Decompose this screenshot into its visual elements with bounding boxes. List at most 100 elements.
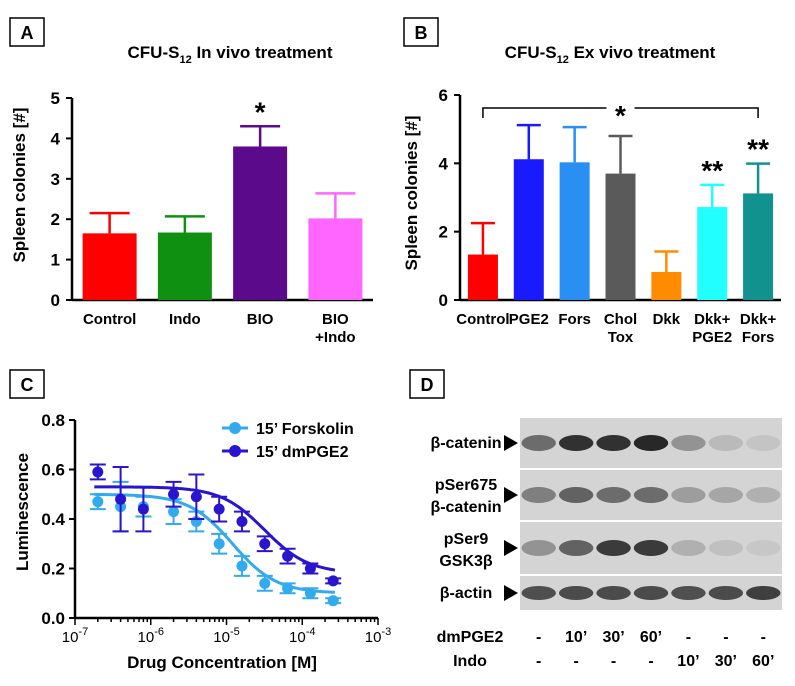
blot-band — [558, 586, 594, 600]
panel-a-y-tick-label: 1 — [51, 251, 60, 270]
blot-band — [521, 435, 556, 451]
blot-arrow — [504, 487, 518, 503]
panel-c-y-tick-label: 0.2 — [41, 560, 65, 579]
panel-b-x-tick-label: Dkk+ Fors — [740, 311, 777, 346]
blot-band — [558, 435, 594, 451]
blot-band — [596, 540, 631, 556]
panel-a-bar — [233, 146, 288, 300]
blot-treatment-label: Indo — [453, 653, 487, 670]
panel-c-point — [137, 503, 149, 515]
blot-band — [708, 586, 744, 600]
blot-band — [633, 586, 669, 600]
panel-b-x-tick-label: Control — [456, 311, 509, 328]
panel-b-bracket-significance: * — [615, 100, 626, 131]
panel-a-x-tick-label: BIO +Indo — [315, 311, 355, 346]
panel-c-point — [304, 563, 316, 574]
blot-lane-value: 10’ — [677, 653, 699, 670]
panel-a-y-tick-label: 3 — [51, 170, 60, 189]
blot-band — [708, 435, 744, 451]
panel-c-point — [327, 575, 339, 587]
panel-a-bar — [157, 232, 212, 300]
panel-a-plot: 0 1 2 3 4 5 Control Indo BIO * BIO +Indo — [51, 89, 373, 346]
blot-arrow — [504, 585, 518, 601]
panel-c-letter: C — [21, 375, 34, 395]
panel-b-y-tick-label: 6 — [439, 86, 448, 105]
panel-b-bracket — [482, 107, 759, 118]
panel-b-title: CFU-S12 Ex vivo treatment — [505, 43, 716, 66]
panel-a-x-tick-label: Control — [83, 311, 136, 328]
blot-lane-value: 60’ — [640, 629, 662, 646]
panel-b-significance: ** — [747, 134, 769, 165]
blot-lane-value: - — [648, 653, 653, 670]
blot-row-label: pSer675 β-catenin — [430, 477, 501, 516]
blot-arrow — [504, 540, 518, 556]
panel-b-y-tick-label: 4 — [439, 154, 449, 173]
panel-c-point — [236, 515, 248, 527]
panel-b-letter: B — [415, 23, 428, 43]
blot-band — [708, 487, 744, 503]
panel-c-point — [115, 493, 127, 505]
panel-d: D β-catenin pSer675 β-catenin pSer9 GSK3β β-a… — [409, 369, 782, 670]
blot-lane-value: - — [611, 653, 616, 670]
panel-c-point — [92, 466, 104, 478]
blot-lane-value: 30’ — [715, 653, 737, 670]
blot-row-label: β-actin — [440, 585, 492, 602]
panel-c-point — [327, 595, 339, 607]
blot-band — [746, 540, 781, 556]
panel-c: C Luminescence Drug Concentration [M] 0.… — [9, 369, 391, 672]
blot-treatment-label: dmPGE2 — [437, 629, 504, 646]
panel-b-x-tick-label: Fors — [558, 311, 591, 328]
panel-c-point — [168, 488, 180, 500]
panel-c-ylabel: Luminescence — [13, 453, 32, 571]
panel-a-significance: * — [255, 96, 266, 127]
panel-b-bar — [605, 173, 636, 300]
panel-c-y-tick-label: 0.0 — [41, 609, 65, 628]
panel-c-point — [282, 582, 294, 594]
blot-lane-value: - — [686, 629, 691, 646]
panel-c-legend-label: 15’ dmPGE2 — [256, 444, 349, 461]
blot-band — [596, 586, 631, 600]
blot-band — [746, 586, 781, 600]
panel-c-point — [304, 587, 316, 599]
panel-c-x-tick-label: 10-7 — [62, 626, 88, 646]
blot-lane-value: - — [723, 629, 728, 646]
panel-d-label-box — [409, 369, 445, 399]
panel-c-point — [282, 550, 294, 562]
panel-a-y-tick-label: 0 — [51, 291, 60, 310]
blot-band — [558, 540, 594, 556]
blot-lane-value: 30’ — [602, 629, 624, 646]
panel-a-y-tick-label: 5 — [51, 89, 60, 108]
blot-lane-value: - — [573, 653, 578, 670]
panel-b-x-tick-label: Chol Tox — [604, 311, 637, 346]
panel-b-bar — [697, 207, 728, 300]
panel-c-point — [213, 503, 225, 515]
blot-lane-value: - — [536, 653, 541, 670]
panel-c-legend-marker — [229, 422, 241, 434]
panel-c-legend-marker — [229, 445, 241, 457]
panel-b-x-tick-label: PGE2 — [509, 311, 549, 328]
blot-band — [708, 540, 744, 556]
blot-band — [671, 586, 706, 600]
panel-c-x-tick-label: 10-6 — [138, 626, 164, 646]
blot-band — [746, 435, 781, 451]
panel-b-bar — [651, 271, 682, 300]
blot-band — [521, 487, 556, 503]
panel-c-x-tick-label: 10-5 — [213, 626, 239, 646]
blot-band — [633, 435, 669, 451]
panel-b-bar — [467, 254, 498, 300]
panel-a-y-tick-label: 4 — [51, 129, 61, 148]
panel-c-x-tick-label: 10-4 — [289, 626, 315, 646]
panel-a-ylabel: Spleen colonies [#] — [10, 108, 29, 263]
panel-c-point — [168, 506, 180, 518]
panel-a: A CFU-S12 In vivo treatment Spleen colon… — [9, 17, 373, 346]
panel-c-point — [259, 577, 271, 589]
blot-band — [558, 487, 594, 503]
panel-a-x-tick-label: Indo — [169, 311, 201, 328]
blot-arrow — [504, 435, 518, 451]
blot-row-label: pSer9 GSK3β — [439, 531, 493, 570]
blot-lane-value: 60’ — [752, 653, 774, 670]
blot-band — [633, 540, 669, 556]
panel-b-label-box — [403, 17, 439, 47]
panel-b-ylabel: Spleen colonies [#] — [402, 116, 421, 271]
panel-a-letter: A — [21, 23, 34, 43]
